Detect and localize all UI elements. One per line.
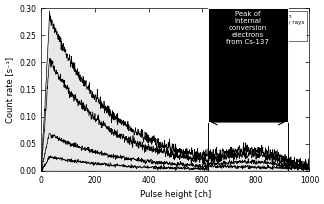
Y-axis label: Count rate [s⁻¹]: Count rate [s⁻¹] xyxy=(5,57,14,123)
X-axis label: Pulse height [ch]: Pulse height [ch] xyxy=(140,190,211,199)
Legend: Raw β ray distribution, Anti-coincident with γ rays, Sr/Y-90 (Normalized), Cs-13: Raw β ray distribution, Anti-coincident … xyxy=(218,11,307,41)
Bar xyxy=(208,8,288,122)
Text: Peak of
internal
conversion
electrons
from Cs-137: Peak of internal conversion electrons fr… xyxy=(226,11,269,45)
